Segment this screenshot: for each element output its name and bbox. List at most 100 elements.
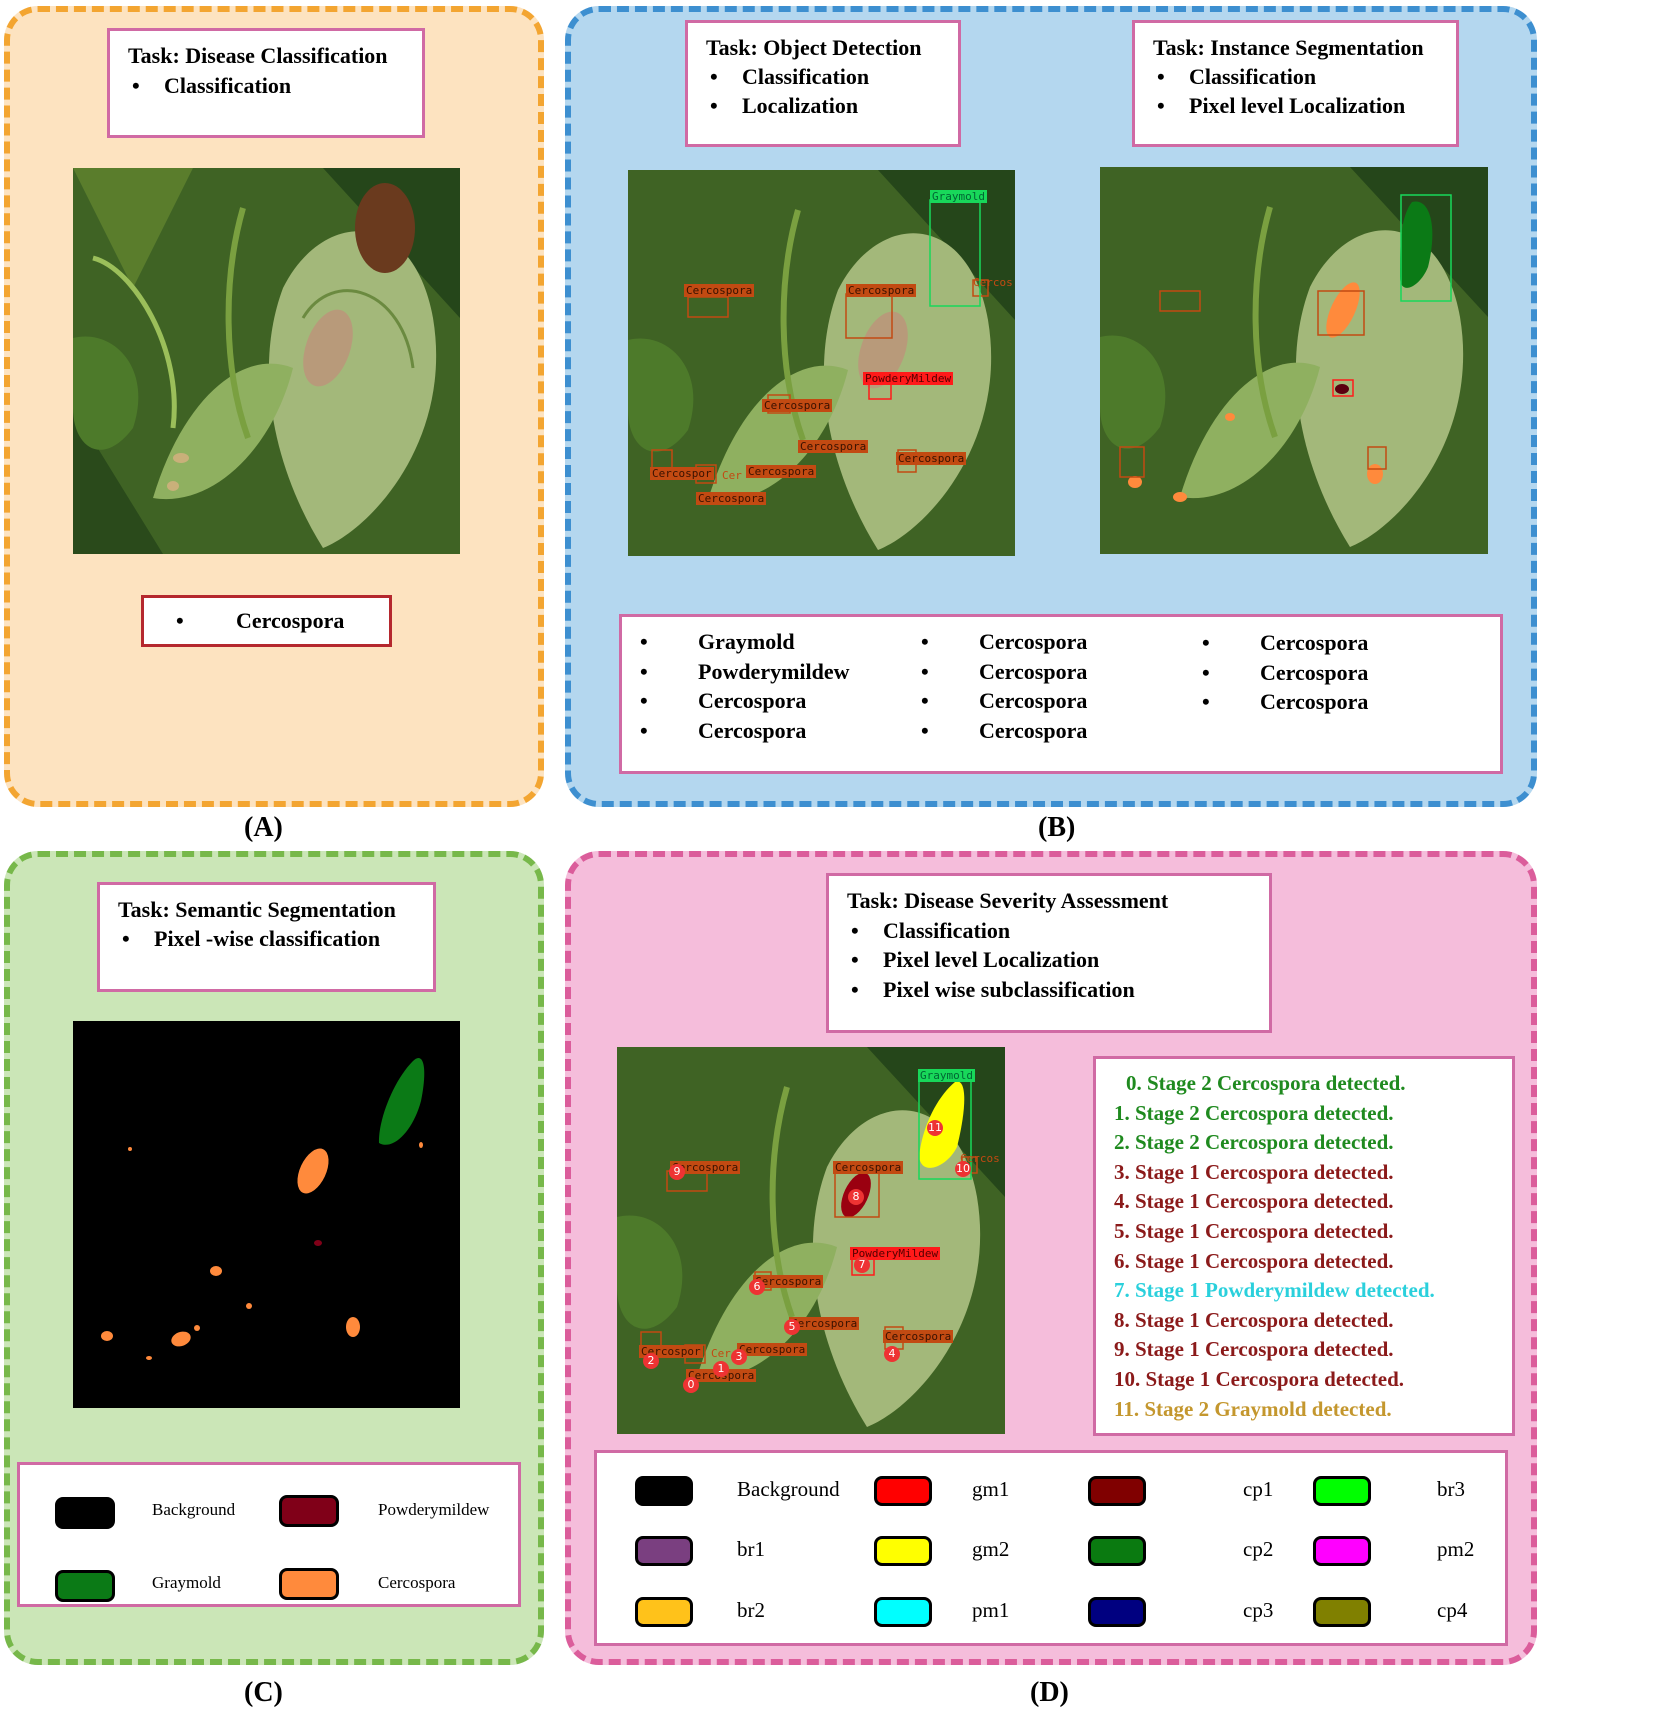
stage-item: 6. Stage 1 Cercospora detected. <box>1114 1248 1394 1273</box>
mask-tag: PowderyMildew <box>850 1247 941 1260</box>
legend-swatch <box>1088 1536 1146 1566</box>
detection-tag: Cercospora <box>684 284 755 297</box>
stage-item: 5. Stage 1 Cercospora detected. <box>1114 1218 1394 1243</box>
result-item: Cercospora <box>919 686 1087 716</box>
legend-swatch <box>635 1476 693 1506</box>
detection-tag: Cercos <box>973 276 1013 289</box>
task-item: Classification <box>706 62 940 91</box>
legend-swatch <box>874 1597 932 1627</box>
result-item: Powderymildew <box>638 657 850 687</box>
legend-label: pm2 <box>1437 1537 1475 1561</box>
legend-label: Powderymildew <box>378 1500 490 1519</box>
task-box-semantic: Task: Semantic Segmentation Pixel -wise … <box>97 882 436 992</box>
stage-item: 3. Stage 1 Cercospora detected. <box>1114 1159 1394 1184</box>
task-item: Pixel level Localization <box>1153 91 1438 120</box>
detection-tag: Cercospora <box>746 465 817 478</box>
legend-swatch <box>1313 1536 1371 1566</box>
legend-label: br2 <box>737 1598 765 1622</box>
legend-label: gm2 <box>972 1537 1010 1561</box>
severity-photo: Graymold Cercos Cercospora Cercospora Po… <box>617 1047 1005 1434</box>
task-item: Classification <box>847 916 1251 946</box>
legend-swatch <box>635 1597 693 1627</box>
stage-item: 8. Stage 1 Cercospora detected. <box>1114 1307 1394 1332</box>
mask-illustration <box>73 1021 460 1408</box>
legend-swatch <box>874 1476 932 1506</box>
panel-label-a: (A) <box>244 812 283 843</box>
severity-legend: Background gm1 cp1 br3 br1 gm2 cp2 pm2 br2 pm1 cp3… <box>594 1450 1508 1646</box>
result-item: Cercospora <box>1200 687 1368 717</box>
mask-number: 8 <box>848 1189 864 1205</box>
leaf-illustration <box>73 168 460 554</box>
mask-number: 4 <box>884 1346 900 1362</box>
task-box-classification: Task: Disease Classification Classificat… <box>107 28 425 138</box>
legend-swatch <box>874 1536 932 1566</box>
bullet: • <box>176 608 184 633</box>
mask-number: 9 <box>669 1164 685 1180</box>
task-item: Pixel -wise classification <box>118 924 415 953</box>
result-item: Cercospora <box>919 657 1087 687</box>
mask-tag: Graymold <box>918 1069 975 1082</box>
mask-number: 10 <box>955 1161 971 1177</box>
results-column-2: Cercospora Cercospora Cercospora Cercosp… <box>919 627 1087 745</box>
task-title: Task: Disease Severity Assessment <box>847 888 1169 913</box>
result-item: Cercospora <box>638 686 850 716</box>
task-box-instance: Task: Instance Segmentation Classificati… <box>1132 20 1459 147</box>
stage-item: 9. Stage 1 Cercospora detected. <box>1114 1337 1394 1362</box>
mask-tag: Cercospora <box>670 1161 741 1174</box>
detection-photo: Graymold Cercos Cercospora Cercospora Po… <box>628 170 1015 556</box>
classification-result-box: • Cercospora <box>141 595 392 647</box>
legend-swatch <box>279 1495 339 1527</box>
task-box-severity: Task: Disease Severity Assessment Classi… <box>826 873 1272 1033</box>
legend-label: Background <box>737 1477 840 1501</box>
semantic-legend: Background Powderymildew Graymold Cercos… <box>17 1462 521 1607</box>
result-label: Cercospora <box>236 608 345 633</box>
panel-label-b: (B) <box>1038 812 1076 843</box>
result-item: Cercospora <box>919 716 1087 746</box>
legend-label: br3 <box>1437 1477 1465 1501</box>
task-item: Classification <box>128 71 404 101</box>
stage-item: 10. Stage 1 Cercospora detected. <box>1114 1366 1405 1391</box>
detection-illustration <box>628 170 1015 556</box>
results-column-3: Cercospora Cercospora Cercospora <box>1200 628 1368 717</box>
stage-item: 1. Stage 2 Cercospora detected. <box>1114 1100 1394 1125</box>
mask-number: 11 <box>927 1120 943 1136</box>
leaf-photo-a <box>73 168 460 554</box>
mask-tag: Cercospora <box>753 1275 824 1288</box>
legend-label: br1 <box>737 1537 765 1561</box>
stage-item: 2. Stage 2 Cercospora detected. <box>1114 1130 1394 1155</box>
legend-swatch <box>635 1536 693 1566</box>
legend-label: cp1 <box>1243 1477 1274 1501</box>
mask-tag: Cercospora <box>883 1330 954 1343</box>
mask-number: 6 <box>749 1279 765 1295</box>
task-item: Localization <box>706 91 940 120</box>
stage-item: 11. Stage 2 Graymold detected. <box>1114 1396 1392 1421</box>
severity-illustration <box>617 1047 1005 1434</box>
semantic-mask <box>73 1021 460 1408</box>
result-item: Cercospora <box>638 716 850 746</box>
results-column-1: Graymold Powderymildew Cercospora Cercos… <box>638 627 850 745</box>
task-item: Pixel wise subclassification <box>847 975 1251 1005</box>
legend-swatch <box>1313 1597 1371 1627</box>
mask-tag: Cercospora <box>737 1343 808 1356</box>
mask-number: 2 <box>643 1353 659 1369</box>
detection-tag: Cercospora <box>846 284 917 297</box>
instance-photo <box>1100 167 1488 554</box>
legend-label: cp4 <box>1437 1598 1468 1622</box>
legend-swatch <box>1088 1597 1146 1627</box>
mask-number: 7 <box>854 1257 870 1273</box>
task-title: Task: Semantic Segmentation <box>118 897 396 922</box>
legend-swatch <box>55 1570 115 1602</box>
detection-tag: Cercospora <box>798 440 869 453</box>
legend-label: Cercospora <box>378 1573 456 1592</box>
stage-item: 7. Stage 1 Powderymildew detected. <box>1114 1278 1435 1303</box>
task-title: Task: Instance Segmentation <box>1153 35 1424 60</box>
stage-list-items: 0. Stage 2 Cercospora detected. 1. Stage … <box>1114 1069 1435 1424</box>
task-box-detection: Task: Object Detection Classification Lo… <box>685 20 961 147</box>
mask-number: 1 <box>713 1361 729 1377</box>
panel-label-c: (C) <box>244 1677 283 1708</box>
mask-tag: Cercospora <box>789 1317 860 1330</box>
mask-tag: Cercospora <box>833 1161 904 1174</box>
detection-results-box: Graymold Powderymildew Cercospora Cercos… <box>619 614 1503 774</box>
result-item: Cercospora <box>1200 628 1368 658</box>
legend-label: pm1 <box>972 1598 1010 1622</box>
